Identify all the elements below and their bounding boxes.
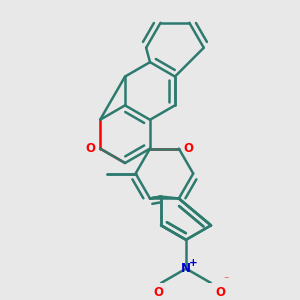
Text: N: N	[181, 262, 191, 275]
Text: O: O	[184, 142, 194, 155]
Text: O: O	[216, 286, 226, 299]
Text: O: O	[85, 142, 95, 155]
Text: ⁻: ⁻	[223, 275, 228, 286]
Text: +: +	[188, 258, 197, 268]
Text: O: O	[153, 286, 163, 299]
